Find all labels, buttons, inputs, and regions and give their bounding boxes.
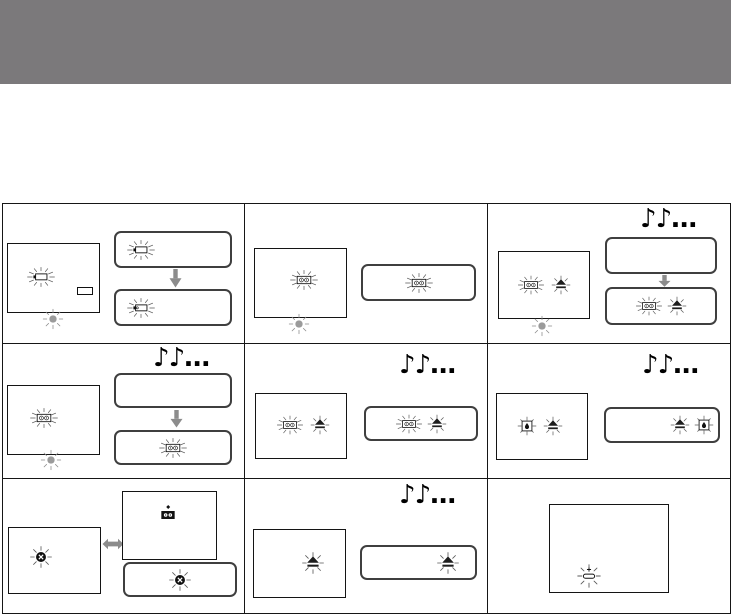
blinking-moisture-icon xyxy=(515,414,539,438)
blinking-cassette-icon xyxy=(515,273,547,297)
viewfinder-screen xyxy=(253,529,346,598)
cell-battery-weak xyxy=(3,204,245,344)
blinking-cassette-icon xyxy=(402,270,436,296)
viewfinder-screen-alternate xyxy=(122,491,217,560)
blinking-circle-x-icon xyxy=(27,543,55,571)
battery-remaining-icon xyxy=(77,287,93,295)
blinking-eject-icon xyxy=(434,549,462,577)
viewfinder-icons xyxy=(515,273,573,297)
melody-notes: ♪♪… xyxy=(153,343,210,373)
blinking-eject-icon xyxy=(425,412,449,436)
viewfinder-screen xyxy=(8,527,101,594)
blinking-cassette-icon xyxy=(274,413,306,437)
down-arrow-icon xyxy=(170,410,183,428)
melody-notes: ♪♪… xyxy=(399,480,456,510)
cell-tab-out: ♪♪… xyxy=(245,344,488,479)
viewfinder-screen xyxy=(7,385,100,455)
display-panel xyxy=(361,264,476,301)
display-panel-empty xyxy=(605,237,717,274)
display-panel xyxy=(114,289,232,326)
header-bar xyxy=(0,0,731,84)
blinking-eject-icon xyxy=(308,413,332,437)
cell-lithium-battery xyxy=(488,479,730,613)
blinking-battery-icon xyxy=(124,237,158,263)
display-panel-empty xyxy=(114,373,232,408)
cell-moisture-condensation: ♪♪… xyxy=(488,344,730,479)
blinking-cassette-icon xyxy=(393,412,425,436)
blinking-cassette-icon xyxy=(633,294,665,318)
melody-notes: ♪♪… xyxy=(640,204,697,234)
blinking-eject-icon xyxy=(668,413,692,437)
blinking-battery-icon xyxy=(24,264,58,290)
viewfinder-icons xyxy=(274,413,332,437)
display-panel xyxy=(114,430,232,465)
viewfinder-screen xyxy=(255,393,347,459)
display-panel xyxy=(114,231,232,268)
record-lamp-icon xyxy=(40,306,66,332)
down-arrow-icon xyxy=(658,275,671,287)
viewfinder-screen xyxy=(549,504,669,593)
cell-other-trouble xyxy=(3,479,245,613)
blinking-cassette-icon xyxy=(287,267,321,293)
melody-notes: ♪♪… xyxy=(642,350,699,380)
blinking-circle-x-icon xyxy=(166,566,194,594)
display-panel xyxy=(360,545,477,580)
blinking-moisture-icon xyxy=(692,413,716,437)
display-panel xyxy=(123,562,237,597)
blinking-battery-low-icon xyxy=(124,295,158,321)
down-arrow-icon xyxy=(169,269,182,288)
left-right-arrow-icon xyxy=(102,538,124,550)
viewfinder-icons xyxy=(515,414,565,438)
record-lamp-icon xyxy=(286,311,312,337)
cell-tape-near-end xyxy=(245,204,488,344)
record-lamp-icon xyxy=(38,447,64,473)
display-panel xyxy=(604,407,720,443)
cassette-eject-icon xyxy=(159,505,177,521)
viewfinder-screen xyxy=(496,393,588,460)
blinking-eject-icon xyxy=(541,414,565,438)
blinking-cassette-icon xyxy=(27,405,61,431)
warning-indicator-table: ♪♪… ♪♪… ♪♪… xyxy=(2,203,731,614)
blinking-lithium-battery-icon xyxy=(574,561,604,591)
display-panel xyxy=(364,406,478,441)
cell-tape-end: ♪♪… xyxy=(488,204,730,344)
blinking-eject-icon xyxy=(665,294,689,318)
blinking-eject-icon xyxy=(299,549,327,577)
record-lamp-icon xyxy=(529,313,555,339)
melody-notes: ♪♪… xyxy=(399,350,456,380)
cell-no-tape: ♪♪… xyxy=(3,343,245,479)
blinking-eject-icon xyxy=(549,273,573,297)
display-panel xyxy=(605,287,717,325)
blinking-cassette-icon xyxy=(156,435,190,461)
cell-eject-cassette: ♪♪… xyxy=(245,479,488,613)
viewfinder-screen xyxy=(7,243,100,313)
